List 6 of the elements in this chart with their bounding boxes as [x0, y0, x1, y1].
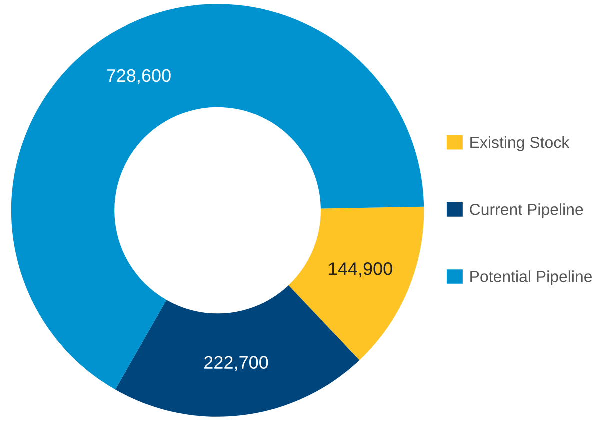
legend-label: Current Pipeline: [470, 204, 584, 218]
data-label: 144,900: [329, 262, 392, 278]
legend-label: Potential Pipeline: [470, 270, 592, 286]
data-label: 222,700: [204, 356, 268, 372]
data-label: 728,600: [107, 69, 171, 84]
legend-label: Existing Stock: [470, 136, 570, 152]
